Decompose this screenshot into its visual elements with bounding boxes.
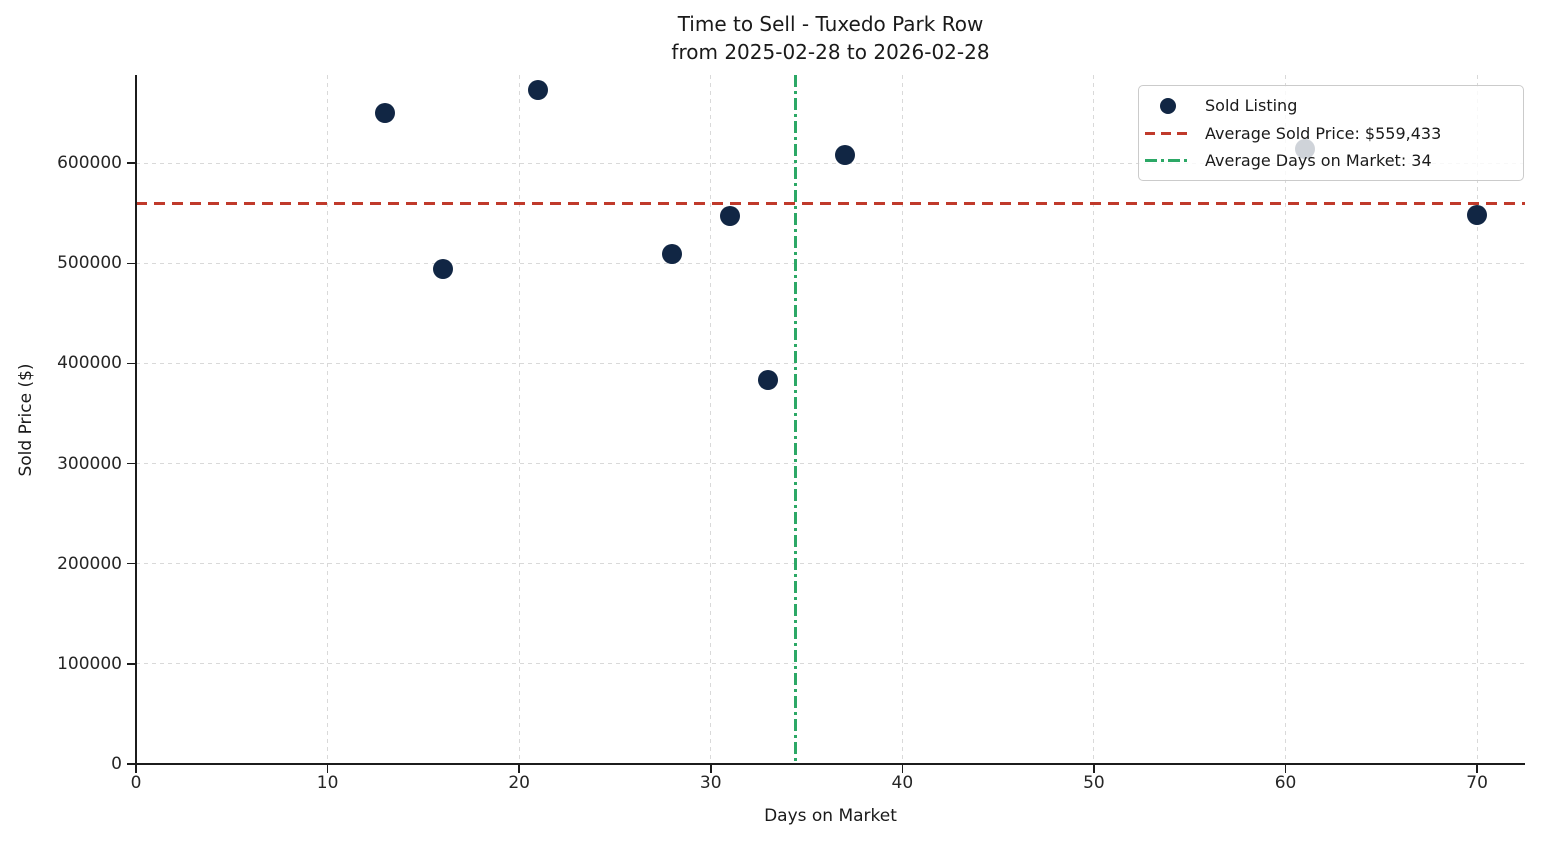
scatter-point bbox=[834, 145, 855, 166]
chart-title: Time to Sell - Tuxedo Park Row from 2025… bbox=[136, 10, 1525, 66]
y-tick-label: 500000 bbox=[57, 253, 122, 274]
y-tick-label: 200000 bbox=[57, 553, 122, 574]
x-tick-label: 60 bbox=[1274, 773, 1297, 793]
avg-sold-price-line bbox=[136, 202, 1525, 206]
x-tick-label: 10 bbox=[316, 773, 339, 793]
x-tick-mark bbox=[710, 765, 712, 773]
y-tick-mark bbox=[127, 462, 135, 465]
y-tick-mark bbox=[127, 362, 135, 365]
chart-title-line2: from 2025-02-28 to 2026-02-28 bbox=[671, 40, 990, 64]
y-tick-label: 600000 bbox=[57, 153, 122, 174]
y-tick-label: 100000 bbox=[57, 653, 122, 674]
gridline-vertical bbox=[1285, 75, 1287, 764]
x-tick-mark bbox=[901, 765, 904, 773]
legend-marker-cell bbox=[1139, 131, 1197, 135]
y-tick-mark bbox=[127, 162, 135, 164]
legend-label: Sold Listing bbox=[1205, 96, 1298, 116]
x-tick-label: 50 bbox=[1083, 773, 1105, 793]
legend-item-avg-days-on-market: Average Days on Market: 34 bbox=[1139, 151, 1523, 170]
x-tick-mark bbox=[1093, 765, 1095, 773]
gridline-vertical bbox=[1476, 75, 1478, 764]
gridline-horizontal bbox=[136, 262, 1525, 264]
gridline-vertical bbox=[1093, 75, 1095, 764]
gridline-horizontal bbox=[136, 463, 1525, 465]
x-tick-mark bbox=[1284, 765, 1287, 773]
x-tick-label: 30 bbox=[699, 773, 722, 793]
gridline-horizontal bbox=[136, 162, 1525, 164]
avg-days-on-market-line bbox=[793, 75, 797, 764]
y-tick-label: 0 bbox=[111, 754, 122, 774]
gridline-vertical bbox=[901, 75, 903, 764]
legend-item-avg-sold-price: Average Sold Price: $559,433 bbox=[1139, 124, 1523, 143]
legend-marker-cell bbox=[1139, 97, 1197, 114]
legend-marker-cell bbox=[1139, 158, 1197, 162]
scatter-point bbox=[375, 103, 396, 124]
gridline-vertical bbox=[327, 75, 329, 764]
x-axis-spine bbox=[134, 763, 1525, 765]
y-tick-mark bbox=[127, 763, 135, 765]
dashed-line-icon bbox=[1145, 131, 1191, 135]
gridline-horizontal bbox=[136, 663, 1525, 665]
x-tick-mark bbox=[518, 765, 520, 773]
y-tick-mark bbox=[127, 663, 135, 665]
x-tick-label: 0 bbox=[130, 773, 142, 793]
legend-item-sold-listing: Sold Listing bbox=[1139, 96, 1523, 115]
scatter-point bbox=[758, 370, 779, 391]
gridline-vertical bbox=[518, 75, 520, 764]
gridline-horizontal bbox=[136, 563, 1525, 565]
y-axis-spine bbox=[134, 75, 137, 765]
legend-label: Average Days on Market: 34 bbox=[1205, 150, 1432, 170]
x-tick-mark bbox=[326, 765, 329, 773]
x-axis-label: Days on Market bbox=[764, 806, 897, 826]
x-tick-mark bbox=[135, 765, 137, 773]
gridline-horizontal bbox=[136, 362, 1525, 364]
gridline-vertical bbox=[710, 75, 712, 764]
dashdot-line-icon bbox=[1145, 158, 1191, 162]
scatter-point bbox=[528, 80, 549, 101]
sold-listing-dot-icon bbox=[1160, 97, 1176, 114]
scatter-point bbox=[1467, 205, 1488, 226]
scatter-point bbox=[719, 206, 740, 227]
y-tick-mark bbox=[127, 562, 135, 565]
scatter-point bbox=[432, 259, 453, 280]
x-tick-label: 40 bbox=[891, 773, 914, 793]
y-tick-label: 300000 bbox=[57, 453, 122, 474]
legend-label: Average Sold Price: $559,433 bbox=[1205, 123, 1442, 143]
x-tick-label: 20 bbox=[508, 773, 530, 793]
x-tick-label: 70 bbox=[1466, 773, 1488, 793]
y-tick-label: 400000 bbox=[57, 353, 122, 374]
legend: Sold Listing Average Sold Price: $559,43… bbox=[1138, 85, 1524, 181]
y-tick-mark bbox=[127, 262, 135, 265]
x-tick-mark bbox=[1476, 765, 1478, 773]
chart-title-line1: Time to Sell - Tuxedo Park Row bbox=[677, 12, 984, 36]
scatter-point bbox=[662, 244, 683, 265]
